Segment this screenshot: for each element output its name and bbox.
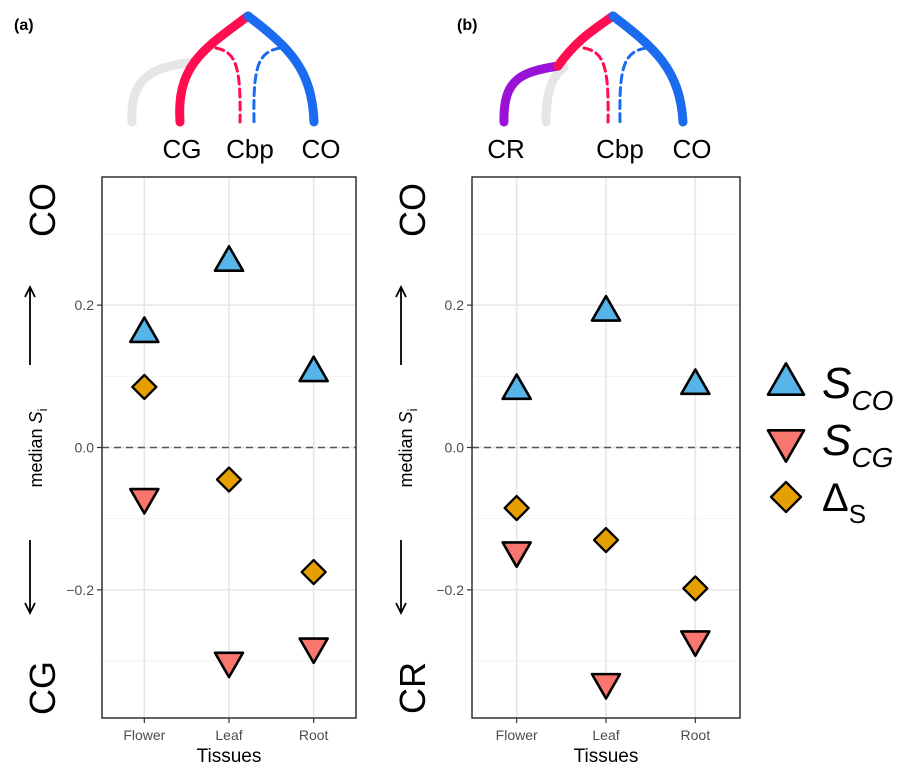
tree-branch-blue xyxy=(608,11,688,127)
y-axis-title-sub: i xyxy=(405,408,420,411)
series-delta-s xyxy=(503,494,709,602)
point-delta-s xyxy=(215,466,243,493)
tree-diagram xyxy=(499,11,688,127)
tree-branch-dashed-red xyxy=(582,46,610,124)
panel-b: (b) CR Cbp CO −0.2 0.0 0.2 Flower Leaf Root Tissue… xyxy=(392,11,741,767)
point-s-cg xyxy=(501,541,532,569)
point-delta-s xyxy=(682,575,709,602)
panel-letter: (a) xyxy=(14,17,34,34)
legend-label-sub: CO xyxy=(851,385,893,416)
point-s-co xyxy=(129,316,160,344)
direction-arrows xyxy=(24,284,36,616)
series-s-co xyxy=(129,245,329,383)
point-s-co xyxy=(590,294,622,322)
point-s-cg xyxy=(213,651,245,679)
y-tick-label: 0.0 xyxy=(445,440,465,456)
point-delta-s xyxy=(300,558,327,586)
point-delta-s xyxy=(503,494,530,522)
point-s-cg xyxy=(590,672,622,700)
legend-label-main: Δ xyxy=(822,476,849,520)
point-s-co xyxy=(680,368,711,396)
tree-diagram xyxy=(127,11,319,127)
legend-label-sub: CG xyxy=(851,442,893,473)
tree-branch-blue xyxy=(243,11,319,127)
y-tick-label: −0.2 xyxy=(66,582,94,598)
point-s-cg xyxy=(298,637,329,665)
x-tick-label: Flower xyxy=(496,727,538,743)
tree-tip-label: Cbp xyxy=(596,134,644,164)
series-s-co xyxy=(501,294,711,401)
point-s-co xyxy=(213,245,245,273)
x-tick-label: Leaf xyxy=(215,727,242,743)
y-tick-label: −0.2 xyxy=(436,582,464,598)
tree-branch-grey xyxy=(541,62,569,127)
x-tick-label: Flower xyxy=(123,727,165,743)
tree-tip-label: CR xyxy=(487,134,525,164)
y-axis-title: median Si xyxy=(396,408,420,487)
arrow-up-head xyxy=(395,284,407,298)
point-delta-s xyxy=(131,373,158,401)
x-tick-label: Leaf xyxy=(592,727,619,743)
tree-tip-label: CG xyxy=(163,134,202,164)
x-tick-label: Root xyxy=(299,727,329,743)
direction-arrows xyxy=(395,284,407,616)
tree-tip-label: CO xyxy=(673,134,712,164)
axis-bottom-label: CR xyxy=(392,662,433,714)
tree-branch-grey xyxy=(127,57,197,127)
legend-key-diamond xyxy=(769,480,803,514)
legend-label: ΔS xyxy=(822,476,866,529)
tree-branch-red xyxy=(553,11,618,71)
tree-branch-dashed-blue xyxy=(252,46,282,124)
legend-item: SCG xyxy=(766,416,893,473)
tree-tip-label: Cbp xyxy=(226,134,274,164)
series-s-cg xyxy=(501,541,711,700)
arrow-up-head xyxy=(24,284,36,298)
series-s-cg xyxy=(129,487,329,679)
y-tick-label: 0.2 xyxy=(445,297,465,313)
legend-label: SCO xyxy=(822,359,893,416)
axis-top-label: CO xyxy=(392,183,433,237)
y-axis-title-prefix: median xyxy=(26,423,46,487)
y-axis-title-prefix: median xyxy=(396,423,416,487)
axis-bottom-label: CG xyxy=(22,661,63,715)
y-axis-title-var: S xyxy=(396,411,416,423)
x-tick-label: Root xyxy=(681,727,711,743)
point-s-co xyxy=(298,355,329,383)
panel-a: (a) CG Cbp CO −0.2 0.0 0.2 Flower Leaf Root Tissue… xyxy=(14,11,357,767)
legend-item: ΔS xyxy=(769,476,866,529)
y-axis-title-var: S xyxy=(26,411,46,423)
tree-branch-dashed-red xyxy=(214,46,242,124)
legend-item: SCO xyxy=(766,359,893,416)
legend-key-triangle-up xyxy=(766,362,806,396)
arrow-down-head xyxy=(24,602,36,616)
point-s-co xyxy=(501,373,532,401)
point-delta-s xyxy=(592,526,620,554)
y-tick-label: 0.0 xyxy=(75,440,95,456)
y-axis-title-sub: i xyxy=(35,408,50,411)
legend-key-triangle-down xyxy=(766,429,806,463)
tree-branch-red xyxy=(175,11,253,127)
x-axis-title: Tissues xyxy=(574,746,639,767)
tree-branch-dashed-blue xyxy=(618,46,648,124)
series-delta-s xyxy=(131,373,327,586)
axis-top-label: CO xyxy=(22,183,63,237)
legend-label-main: S xyxy=(822,416,851,465)
point-s-cg xyxy=(129,487,160,515)
y-tick-label: 0.2 xyxy=(75,297,95,313)
legend-label-sub: S xyxy=(849,499,866,529)
x-axis-title: Tissues xyxy=(197,746,262,767)
point-s-cg xyxy=(680,630,711,658)
tree-tip-label: CO xyxy=(302,134,341,164)
y-axis-title: median Si xyxy=(26,408,50,487)
arrow-down-head xyxy=(395,602,407,616)
panel-letter: (b) xyxy=(457,17,477,34)
legend-label: SCG xyxy=(822,416,893,473)
legend-label-main: S xyxy=(822,359,851,408)
tree-branch-purple xyxy=(499,61,563,127)
